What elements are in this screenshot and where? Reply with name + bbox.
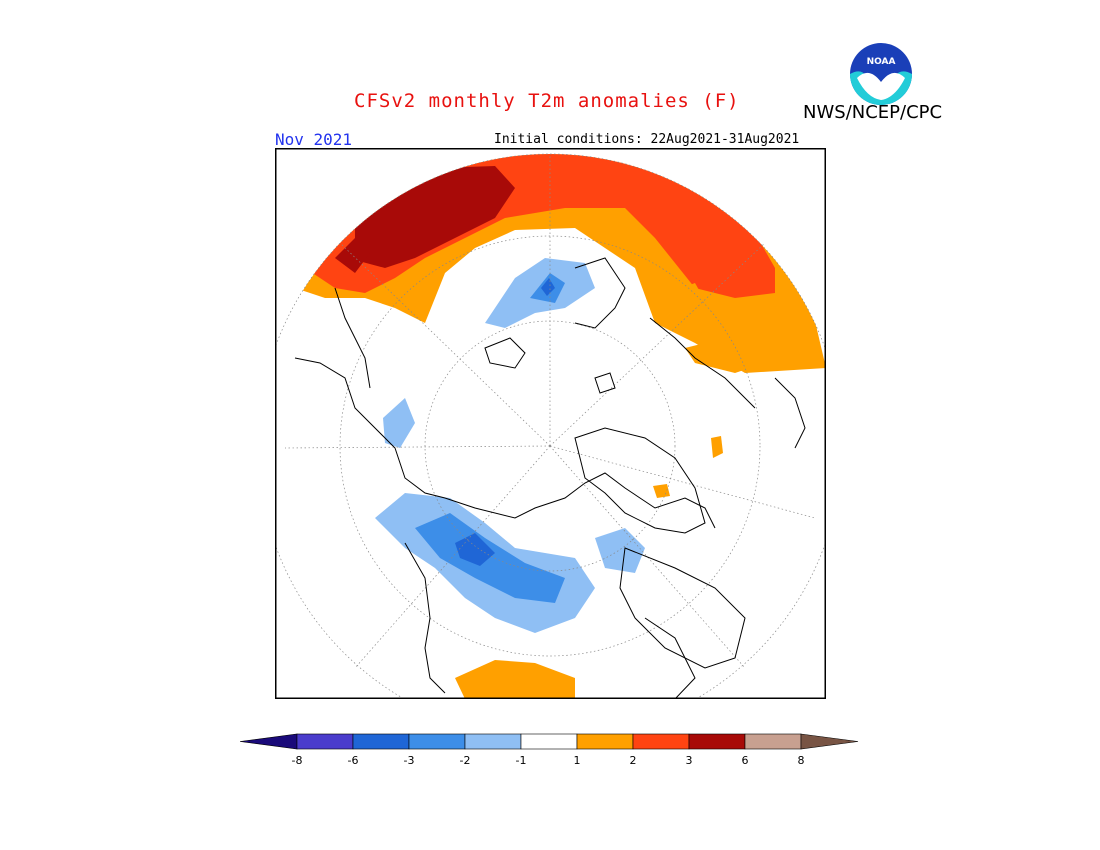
legend-swatch (632, 733, 690, 750)
anomaly-darkred-north-2 (335, 238, 370, 273)
logo-text: NOAA (867, 57, 896, 67)
legend-swatch (744, 733, 802, 750)
legend-boxes (240, 733, 859, 750)
color-legend: -8 -6 -3 -2 -1 1 2 3 6 8 (240, 733, 859, 767)
legend-swatch (296, 733, 354, 750)
legend-ticks: -8 -6 -3 -2 -1 1 2 3 6 8 (292, 754, 805, 767)
legend-tick-label: -8 (292, 754, 303, 767)
anomaly-orange-ne-2 (685, 333, 765, 373)
legend-tick-label: 6 (742, 754, 749, 767)
agency-label: NWS/NCEP/CPC (803, 102, 943, 123)
anomaly-blue-north-deep (541, 278, 555, 296)
legend-tick-label: 8 (798, 754, 805, 767)
legend-tick-label: 1 (574, 754, 581, 767)
map-frame (275, 148, 826, 699)
forecast-month: Nov 2021 (275, 130, 353, 149)
legend-swatch (464, 733, 522, 750)
graticule (275, 153, 826, 699)
chart-title: CFSv2 monthly T2m anomalies (F) (354, 90, 740, 112)
anomaly-orange-ne (655, 283, 715, 333)
anomaly-orange-spot-1 (711, 436, 723, 458)
anomaly-blue-south-core (455, 533, 495, 566)
anomaly-blue-south-mid (415, 513, 565, 603)
anomaly-orange-spot-2 (653, 484, 670, 498)
legend-tick-label: -1 (516, 754, 527, 767)
legend-tick-label: 2 (630, 754, 637, 767)
legend-swatch (408, 733, 466, 750)
anomaly-fields (295, 154, 826, 699)
legend-tick-label: -3 (404, 754, 415, 767)
legend-arrow-high (800, 733, 859, 750)
anomaly-blue-west (383, 398, 415, 448)
legend-swatch (352, 733, 410, 750)
coastlines (294, 257, 806, 699)
legend-arrow-low (240, 733, 298, 750)
legend-tick-label: 3 (686, 754, 693, 767)
anomaly-orange-south (455, 660, 575, 699)
noaa-logo: NOAA (850, 43, 912, 105)
anomaly-map (275, 148, 826, 699)
legend-swatch (520, 733, 578, 750)
legend-swatch (688, 733, 746, 750)
legend-tick-label: -2 (460, 754, 471, 767)
anomaly-blue-se (595, 528, 645, 573)
legend-tick-label: -6 (348, 754, 359, 767)
legend-swatch (576, 733, 634, 750)
initial-conditions: Initial conditions: 22Aug2021-31Aug2021 (494, 132, 800, 147)
